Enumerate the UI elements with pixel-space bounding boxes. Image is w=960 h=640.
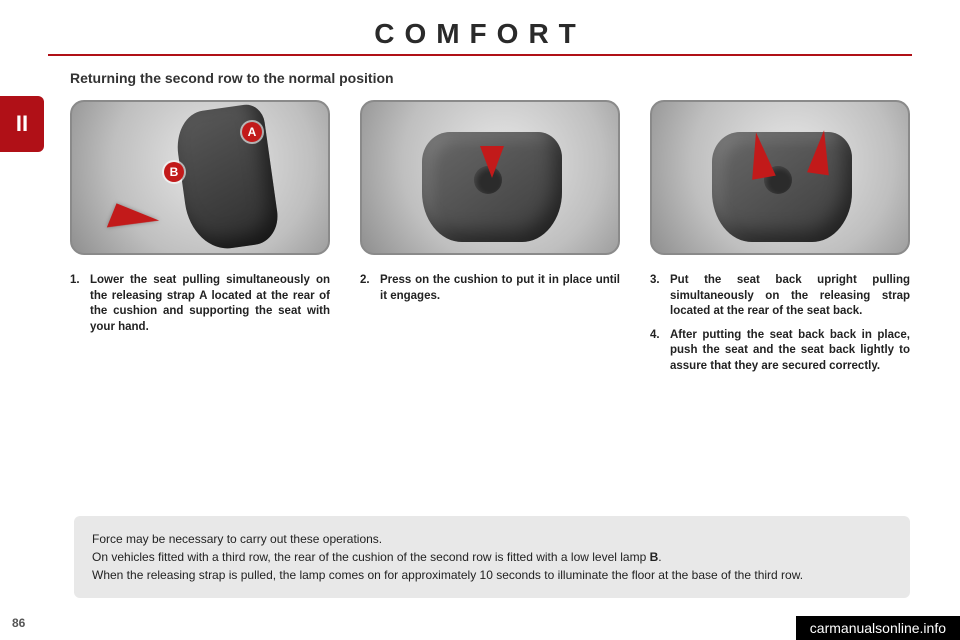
notice-text: . — [658, 550, 661, 564]
step-number: 2. — [360, 273, 380, 304]
image-row: A B — [70, 100, 912, 255]
section-tab-label: II — [16, 111, 28, 137]
arrow-pull-icon — [107, 203, 159, 244]
page-number: 86 — [12, 616, 25, 630]
notice-text: On vehicles fitted with a third row, the… — [92, 550, 650, 564]
step-column-3: 3. Put the seat back upright pulling sim… — [650, 273, 910, 382]
step-number: 3. — [650, 273, 670, 320]
arrow-down-icon — [480, 146, 504, 178]
notice-line: On vehicles fitted with a third row, the… — [92, 548, 892, 566]
step-number: 1. — [70, 273, 90, 335]
watermark: carmanualsonline.info — [796, 616, 960, 640]
steps-row: 1. Lower the seat pulling simultaneously… — [70, 273, 912, 382]
marker-a-icon: A — [242, 122, 262, 142]
step-text: Press on the cushion to put it in place … — [380, 273, 620, 304]
figure-2 — [360, 100, 620, 255]
notice-bold: B — [650, 550, 659, 564]
seat-back-shape — [173, 102, 282, 253]
section-tab: II — [0, 96, 44, 152]
page-title: COMFORT — [48, 18, 912, 50]
step-item: 4. After putting the seat back back in p… — [650, 328, 910, 375]
notice-box: Force may be necessary to carry out thes… — [74, 516, 910, 598]
step-item: 3. Put the seat back upright pulling sim… — [650, 273, 910, 320]
notice-line: Force may be necessary to carry out thes… — [92, 530, 892, 548]
step-number: 4. — [650, 328, 670, 375]
figure-1: A B — [70, 100, 330, 255]
step-column-1: 1. Lower the seat pulling simultaneously… — [70, 273, 330, 382]
step-item: 1. Lower the seat pulling simultaneously… — [70, 273, 330, 335]
step-text: Put the seat back upright pulling simult… — [670, 273, 910, 320]
step-text: Lower the seat pulling simultaneously on… — [90, 273, 330, 335]
step-text: After putting the seat back back in plac… — [670, 328, 910, 375]
header-rule — [48, 54, 912, 56]
notice-line: When the releasing strap is pulled, the … — [92, 566, 892, 584]
marker-b-icon: B — [164, 162, 184, 182]
page: COMFORT II Returning the second row to t… — [0, 0, 960, 640]
step-column-2: 2. Press on the cushion to put it in pla… — [360, 273, 620, 382]
subheading: Returning the second row to the normal p… — [70, 70, 912, 86]
step-item: 2. Press on the cushion to put it in pla… — [360, 273, 620, 304]
figure-3 — [650, 100, 910, 255]
